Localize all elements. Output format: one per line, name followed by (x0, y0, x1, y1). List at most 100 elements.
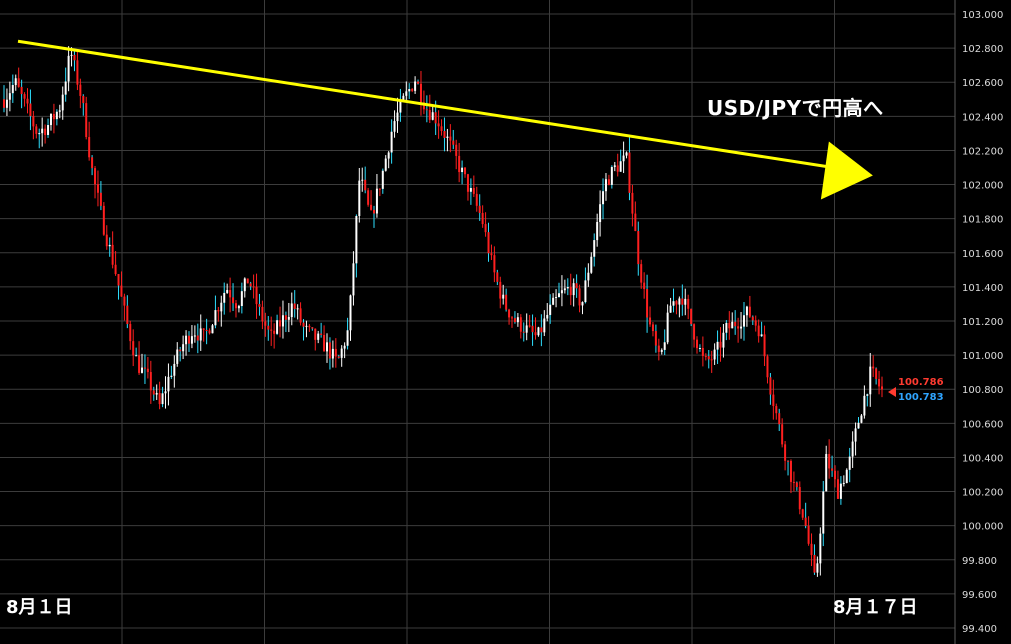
candle-body (569, 286, 572, 296)
candle-body (305, 325, 308, 327)
candle-body (287, 317, 290, 320)
candle-body (513, 318, 516, 323)
candle-body (798, 487, 801, 510)
candle-body (55, 111, 58, 120)
candle-body (839, 483, 842, 499)
candle-body (437, 123, 440, 127)
y-tick-label: 102.400 (962, 112, 1003, 123)
candle-body (343, 345, 346, 349)
candle-body (340, 348, 343, 358)
candle-body (261, 306, 264, 322)
candle-body (766, 356, 769, 378)
y-tick-label: 102.800 (962, 44, 1003, 55)
candle-body (502, 294, 505, 299)
candle-body (425, 109, 428, 111)
candle-body (396, 112, 399, 122)
candle-body (669, 305, 672, 313)
candle-body (581, 302, 584, 306)
candle-body (70, 54, 73, 56)
candle-body (317, 333, 320, 340)
y-tick-label: 101.200 (962, 317, 1003, 328)
candle-body (831, 468, 834, 471)
ask-price-label: 100.786 (898, 377, 944, 388)
candle-body (631, 192, 634, 214)
candle-body (23, 94, 26, 99)
candle-body (434, 112, 437, 124)
candle-body (508, 309, 511, 318)
candle-body (878, 378, 881, 387)
candle-body (596, 222, 599, 241)
candle-body (155, 393, 158, 395)
candle-body (657, 345, 660, 352)
candle-body (748, 306, 751, 317)
candle-body (663, 342, 666, 350)
candle-body (355, 216, 358, 264)
trendline (17, 39, 834, 169)
candle-body (484, 224, 487, 233)
candle-body (290, 303, 293, 318)
candle-body (252, 286, 255, 288)
candle-body (281, 315, 284, 327)
candle-body (408, 89, 411, 92)
candle-body (120, 285, 123, 297)
candle-body (452, 140, 455, 145)
candle-body (543, 318, 546, 333)
candle-body (173, 363, 176, 376)
candle-body (443, 131, 446, 138)
candle-body (666, 312, 669, 343)
candle-body (560, 290, 563, 294)
candle-body (866, 394, 869, 396)
candle-body (528, 325, 531, 327)
candle-body (367, 190, 370, 205)
candle-body (854, 428, 857, 442)
candle-body (602, 191, 605, 205)
candle-body (440, 126, 443, 132)
candle-body (455, 144, 458, 156)
candle-body (47, 125, 50, 135)
candle-body (76, 60, 79, 85)
candle-body (284, 315, 287, 320)
candle-body (44, 128, 47, 135)
candle-body (499, 281, 502, 299)
candle-body (138, 355, 141, 373)
candle-body (17, 78, 20, 87)
candle-body (370, 204, 373, 210)
candle-body (525, 325, 528, 333)
y-tick-label: 100.200 (962, 488, 1003, 499)
candle-body (660, 349, 663, 352)
y-tick-label: 101.600 (962, 249, 1003, 260)
y-tick-label: 100.000 (962, 522, 1003, 533)
candle-body (187, 335, 190, 344)
candle-body (845, 469, 848, 483)
candle-body (179, 349, 182, 352)
candle-body (246, 278, 249, 284)
candle-body (860, 415, 863, 423)
candle-body (816, 563, 819, 573)
y-tick-label: 99.600 (962, 590, 997, 601)
candle-body (869, 366, 872, 395)
candle-body (117, 274, 120, 286)
candle-body (61, 94, 64, 111)
candle-body (237, 306, 240, 309)
candle-body (308, 325, 311, 328)
candle-body (3, 99, 5, 108)
candle-body (428, 110, 431, 120)
candle-body (170, 375, 173, 377)
candle-body (781, 424, 784, 445)
candle-body (857, 422, 860, 429)
candle-body (164, 391, 167, 394)
candle-body (132, 341, 135, 356)
candle-body (610, 166, 613, 185)
candle-body (487, 232, 490, 254)
candle-body (346, 330, 349, 346)
candle-body (784, 444, 787, 461)
candle-body (361, 179, 364, 181)
candle-body (575, 283, 578, 289)
candle-body (719, 341, 722, 348)
candle-body (196, 335, 199, 341)
candle-body (549, 304, 552, 315)
candle-body (58, 110, 61, 112)
candle-body (399, 99, 402, 113)
candle-body (522, 331, 525, 333)
